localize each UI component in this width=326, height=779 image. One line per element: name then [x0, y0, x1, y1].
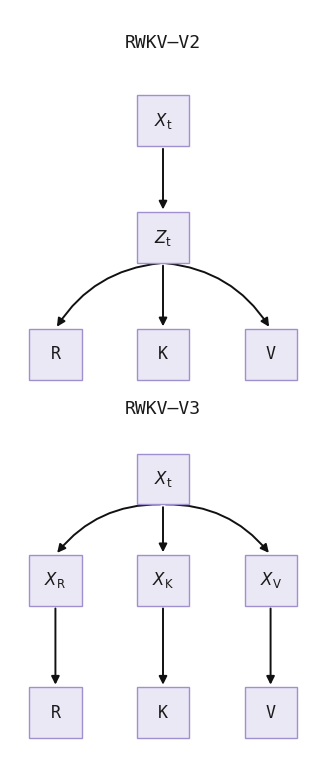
Text: K: K	[158, 703, 168, 722]
FancyBboxPatch shape	[29, 688, 82, 738]
FancyBboxPatch shape	[244, 555, 297, 606]
Text: $X_\mathrm{K}$: $X_\mathrm{K}$	[152, 570, 174, 590]
Text: R: R	[51, 345, 60, 364]
FancyBboxPatch shape	[137, 688, 189, 738]
Text: K: K	[158, 345, 168, 364]
Text: RWKV–V3: RWKV–V3	[125, 400, 201, 418]
FancyBboxPatch shape	[244, 329, 297, 379]
Text: R: R	[51, 703, 60, 722]
FancyBboxPatch shape	[137, 212, 189, 263]
Text: $X_\mathrm{R}$: $X_\mathrm{R}$	[44, 570, 67, 590]
Text: $X_\mathrm{t}$: $X_\mathrm{t}$	[154, 469, 172, 489]
FancyBboxPatch shape	[137, 96, 189, 146]
FancyBboxPatch shape	[137, 555, 189, 606]
Text: RWKV–V2: RWKV–V2	[125, 33, 201, 52]
Text: $X_\mathrm{V}$: $X_\mathrm{V}$	[259, 570, 282, 590]
Text: $X_\mathrm{t}$: $X_\mathrm{t}$	[154, 111, 172, 131]
FancyBboxPatch shape	[29, 555, 82, 606]
Text: V: V	[266, 703, 275, 722]
FancyBboxPatch shape	[137, 453, 189, 505]
FancyBboxPatch shape	[244, 688, 297, 738]
Text: V: V	[266, 345, 275, 364]
Text: $Z_\mathrm{t}$: $Z_\mathrm{t}$	[154, 227, 172, 248]
FancyBboxPatch shape	[137, 329, 189, 379]
FancyBboxPatch shape	[29, 329, 82, 379]
